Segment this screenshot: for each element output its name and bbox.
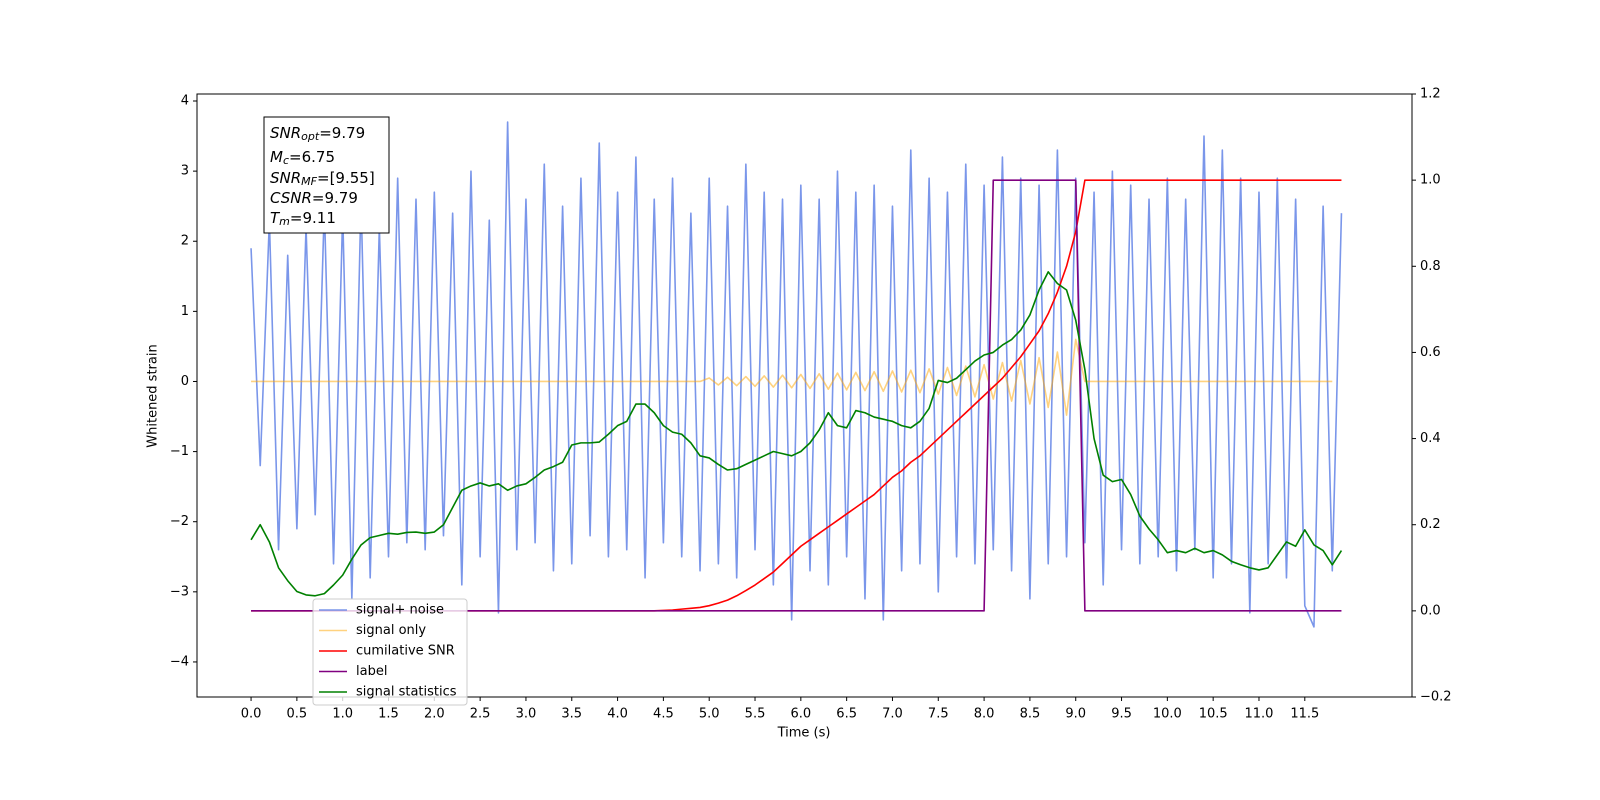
x-tick-label: 1.5: [378, 707, 399, 722]
y2-tick-label: 0.8: [1420, 259, 1441, 274]
plot-frame: [196, 93, 1413, 698]
x-tick-label: 3.0: [516, 707, 537, 722]
annotation-line: Mc=6.75: [270, 148, 335, 168]
x-tick-label: 8.5: [1020, 707, 1041, 722]
y-tick-label: 2: [181, 234, 189, 249]
y2-tick-label: −0.2: [1420, 690, 1452, 705]
series-line: [250, 271, 1343, 597]
y2-tick-label: 1.0: [1420, 173, 1441, 188]
y2-tick-label: 0.6: [1420, 345, 1441, 360]
annotation-box: [263, 116, 390, 234]
x-tick-label: 7.0: [882, 707, 903, 722]
x-tick-label: 1.0: [332, 707, 353, 722]
legend-label: label: [356, 664, 387, 679]
annotation-text: =[9.55]: [317, 169, 375, 187]
x-tick-label: 8.0: [974, 707, 995, 722]
y-tick-label: 4: [181, 94, 189, 109]
annotation-symbol: SNR: [270, 124, 301, 142]
annotation-subscript: c: [283, 154, 289, 167]
annotation-text: =9.79: [319, 124, 365, 142]
y2-tick-label: 1.2: [1420, 87, 1441, 102]
x-tick-label: 5.0: [699, 707, 720, 722]
annotation-subscript: opt: [301, 130, 320, 143]
x-tick-label: 10.0: [1153, 707, 1182, 722]
annotation: SNRopt=9.79Mc=6.75SNRMF=[9.55]CSNR=9.79T…: [263, 116, 390, 234]
annotation-line: SNRMF=[9.55]: [270, 169, 375, 189]
x-tick-label: 7.5: [928, 707, 949, 722]
y-tick-label: 3: [181, 164, 189, 179]
legend-label: cumilative SNR: [356, 644, 455, 659]
annotation-text: =9.11: [290, 209, 336, 227]
y2-tick-label: 0.2: [1420, 517, 1441, 532]
y-axis-label: Whitened strain: [146, 344, 161, 447]
y-tick-label: 1: [181, 304, 189, 319]
x-tick-label: 4.0: [607, 707, 628, 722]
annotation-symbol: SNR: [270, 169, 301, 187]
x-tick-label: 11.5: [1290, 707, 1319, 722]
series-line: [250, 121, 1343, 628]
annotation-text: =6.75: [289, 148, 335, 166]
annotation-symbol: M: [270, 148, 283, 166]
x-tick-label: 11.0: [1245, 707, 1274, 722]
annotation-subscript: MF: [301, 175, 317, 188]
x-tick-label: 0.5: [287, 707, 308, 722]
x-axis-label: Time (s): [777, 726, 831, 741]
x-tick-label: 6.5: [836, 707, 857, 722]
x-tick-label: 9.5: [1111, 707, 1132, 722]
annotation-symbol: CSNR: [270, 189, 312, 207]
x-tick-label: 0.0: [241, 707, 262, 722]
legend-label: signal only: [356, 623, 426, 638]
y-tick-label: −1: [170, 444, 189, 459]
y2-tick-label: 0.4: [1420, 431, 1441, 446]
series-line: [251, 338, 1333, 416]
x-tick-label: 5.5: [745, 707, 766, 722]
annotation-line: CSNR=9.79: [270, 189, 358, 207]
x-tick-label: 4.5: [653, 707, 674, 722]
annotation-line: SNRopt=9.79: [270, 124, 365, 144]
x-tick-label: 9.0: [1065, 707, 1086, 722]
legend-label: signal statistics: [356, 685, 457, 700]
y-tick-label: −3: [170, 584, 189, 599]
x-tick-label: 6.0: [790, 707, 811, 722]
annotation-text: =9.79: [312, 189, 358, 207]
annotation-symbol: T: [270, 209, 281, 227]
x-tick-label: 2.5: [470, 707, 491, 722]
x-tick-label: 2.0: [424, 707, 445, 722]
legend: signal+ noise signal only cumilative SNR la…: [312, 598, 468, 706]
y-tick-label: −4: [170, 654, 189, 669]
legend-box: [312, 598, 468, 706]
annotation-subscript: m: [279, 215, 290, 228]
y-tick-label: −2: [170, 514, 189, 529]
legend-label: signal+ noise: [356, 603, 444, 618]
x-tick-label: 3.5: [561, 707, 582, 722]
x-tick-label: 10.5: [1199, 707, 1228, 722]
y2-tick-label: 0.0: [1420, 603, 1441, 618]
y-tick-label: 0: [181, 374, 189, 389]
annotation-line: Tm=9.11: [270, 209, 336, 229]
